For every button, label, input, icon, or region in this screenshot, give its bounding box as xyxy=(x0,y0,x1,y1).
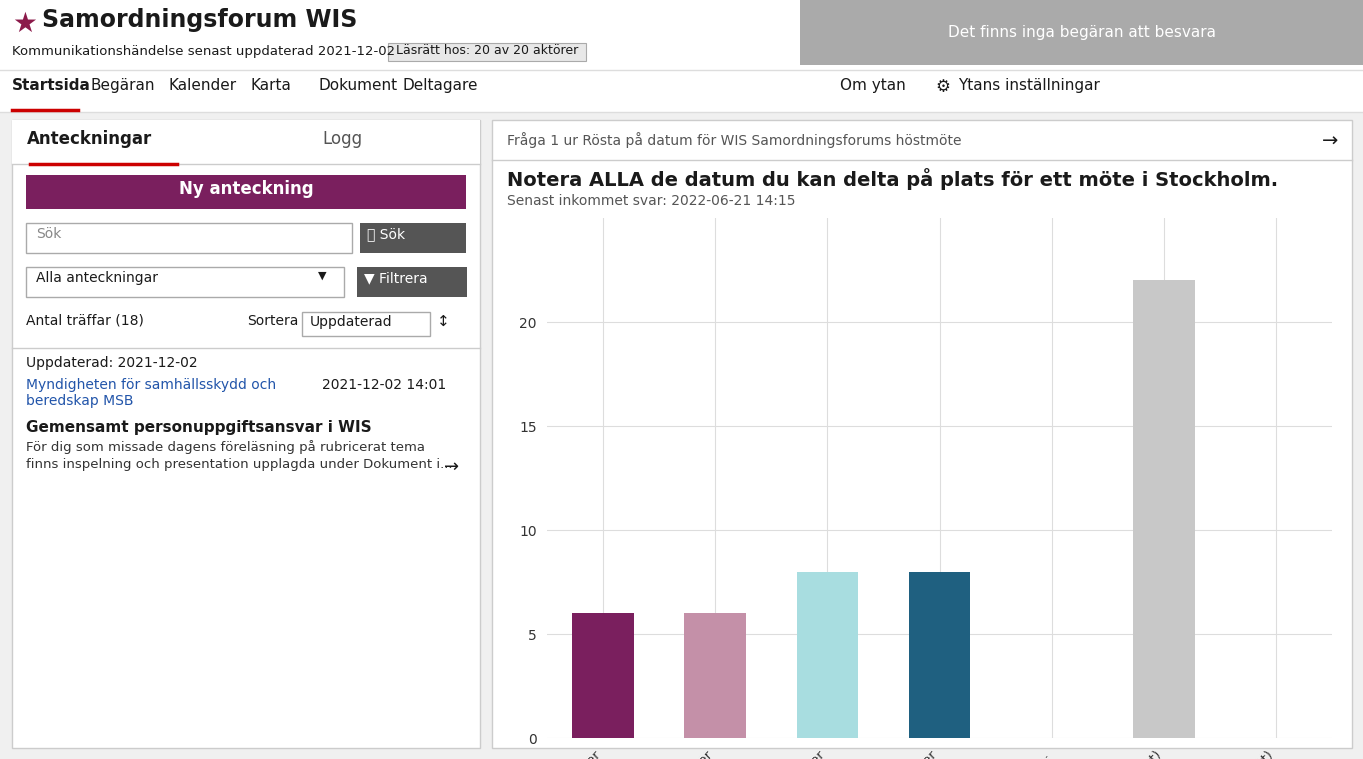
Text: Sök: Sök xyxy=(35,227,61,241)
Text: 2021-12-02 14:01: 2021-12-02 14:01 xyxy=(322,378,446,392)
Bar xyxy=(360,223,466,253)
Text: →: → xyxy=(444,458,459,476)
Bar xyxy=(0,0,1363,70)
Text: Anteckningar: Anteckningar xyxy=(27,130,153,148)
Text: Karta: Karta xyxy=(249,78,290,93)
Text: Dokument: Dokument xyxy=(318,78,397,93)
Text: Myndigheten för samhällsskydd och: Myndigheten för samhällsskydd och xyxy=(26,378,277,392)
Text: Läsrätt hos: 20 av 20 aktörer: Läsrätt hos: 20 av 20 aktörer xyxy=(395,44,578,57)
Text: Sortera: Sortera xyxy=(247,314,298,328)
Text: finns inspelning och presentation upplagda under Dokument i...: finns inspelning och presentation upplag… xyxy=(26,458,453,471)
Text: ▼ Filtrera: ▼ Filtrera xyxy=(364,271,428,285)
Text: ★: ★ xyxy=(12,10,37,38)
Text: Om ytan: Om ytan xyxy=(840,78,906,93)
Text: Antal träffar (18): Antal träffar (18) xyxy=(26,314,144,328)
Text: →: → xyxy=(1322,132,1338,151)
Bar xyxy=(492,120,1352,748)
Text: Deltagare: Deltagare xyxy=(402,78,477,93)
Text: Logg: Logg xyxy=(322,130,363,148)
Bar xyxy=(796,572,859,738)
Text: Uppdaterad: 2021-12-02: Uppdaterad: 2021-12-02 xyxy=(26,356,198,370)
Text: 🔍 Sök: 🔍 Sök xyxy=(367,227,405,241)
Bar xyxy=(26,175,466,209)
Text: Kommunikationshändelse senast uppdaterad 2021-12-02: Kommunikationshändelse senast uppdaterad… xyxy=(12,45,395,58)
Bar xyxy=(909,572,970,738)
Text: Samordningsforum WIS: Samordningsforum WIS xyxy=(42,8,357,32)
Text: Det finns inga begäran att besvara: Det finns inga begäran att besvara xyxy=(949,24,1216,39)
Bar xyxy=(684,613,746,738)
Text: ▼: ▼ xyxy=(318,271,326,281)
Text: ⚙: ⚙ xyxy=(935,78,950,96)
Text: Startsida: Startsida xyxy=(12,78,91,93)
Text: Ytans inställningar: Ytans inställningar xyxy=(958,78,1100,93)
Bar xyxy=(12,120,480,748)
Bar xyxy=(26,223,352,253)
Bar xyxy=(800,0,1363,65)
Bar xyxy=(1133,280,1194,738)
Text: Begäran: Begäran xyxy=(90,78,154,93)
Text: För dig som missade dagens föreläsning på rubricerat tema: För dig som missade dagens föreläsning p… xyxy=(26,440,425,454)
Bar xyxy=(388,43,586,61)
Bar xyxy=(572,613,634,738)
Text: Senast inkommet svar: 2022-06-21 14:15: Senast inkommet svar: 2022-06-21 14:15 xyxy=(507,194,796,208)
Bar xyxy=(357,267,468,297)
Bar xyxy=(26,267,343,297)
Text: Gemensamt personuppgiftsansvar i WIS: Gemensamt personuppgiftsansvar i WIS xyxy=(26,420,372,435)
Text: Uppdaterad: Uppdaterad xyxy=(309,315,393,329)
Text: ↕: ↕ xyxy=(438,314,450,329)
Text: Notera ALLA de datum du kan delta på plats för ett möte i Stockholm.: Notera ALLA de datum du kan delta på pla… xyxy=(507,168,1278,190)
Bar xyxy=(303,312,429,336)
Text: Ny anteckning: Ny anteckning xyxy=(179,180,313,198)
Text: Fråga 1 ur Rösta på datum för WIS Samordningsforums höstmöte: Fråga 1 ur Rösta på datum för WIS Samord… xyxy=(507,132,961,148)
Bar xyxy=(12,120,480,164)
Text: Kalender: Kalender xyxy=(168,78,236,93)
Bar xyxy=(0,70,1363,112)
Text: Alla anteckningar: Alla anteckningar xyxy=(35,271,158,285)
Text: beredskap MSB: beredskap MSB xyxy=(26,394,134,408)
